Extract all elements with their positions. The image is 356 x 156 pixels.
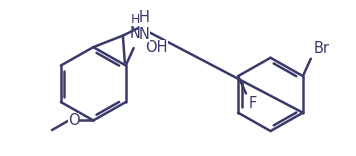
Text: O: O	[68, 113, 79, 128]
Text: H
N: H N	[139, 10, 150, 42]
Text: N: N	[130, 26, 141, 41]
Text: F: F	[249, 96, 257, 111]
Text: OH: OH	[145, 40, 168, 55]
Text: H: H	[131, 13, 141, 26]
Text: Br: Br	[314, 41, 330, 56]
